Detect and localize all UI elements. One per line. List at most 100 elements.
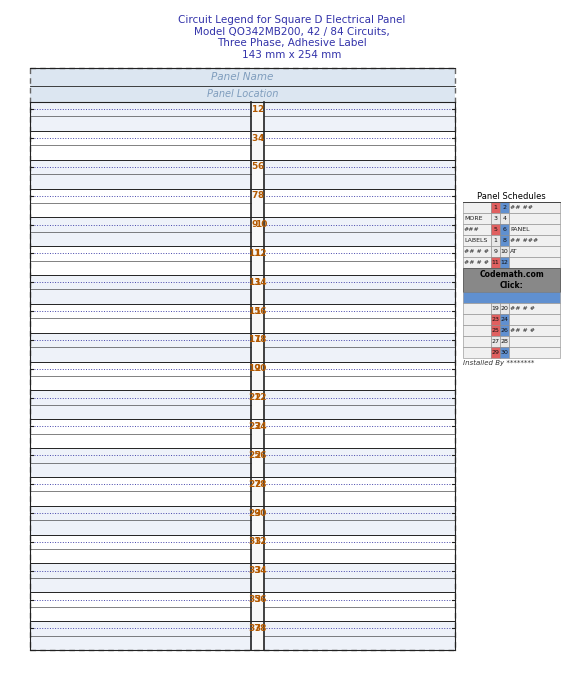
Text: Panel Name: Panel Name	[211, 72, 274, 82]
Bar	[491, 257, 500, 268]
Text: ## # #: ## # #	[510, 306, 535, 311]
Bar	[264, 448, 455, 477]
Bar	[463, 268, 560, 292]
Bar	[30, 275, 251, 304]
Text: 13: 13	[248, 277, 260, 287]
Bar	[257, 420, 264, 448]
Bar	[257, 477, 264, 506]
Bar	[491, 336, 500, 347]
Bar	[509, 235, 560, 246]
Text: Model QO342MB200, 42 / 84 Circuits,: Model QO342MB200, 42 / 84 Circuits,	[194, 27, 390, 37]
Bar	[491, 202, 500, 213]
Text: ## # #: ## # #	[464, 260, 489, 265]
Bar	[30, 564, 251, 592]
Bar	[491, 235, 500, 246]
Bar	[463, 257, 491, 268]
Bar	[264, 506, 455, 534]
Bar	[509, 347, 560, 358]
Bar	[30, 592, 251, 621]
Bar	[30, 477, 251, 506]
Text: 16: 16	[254, 307, 267, 316]
Text: 143 mm x 254 mm: 143 mm x 254 mm	[242, 50, 342, 60]
Bar	[264, 477, 455, 506]
Bar	[264, 534, 455, 564]
Bar	[257, 275, 264, 304]
Bar	[264, 362, 455, 390]
Bar	[463, 235, 491, 246]
Text: 23: 23	[491, 317, 500, 322]
Bar	[251, 304, 257, 333]
Bar	[257, 448, 264, 477]
Bar	[257, 188, 264, 218]
Bar	[500, 246, 509, 257]
Bar	[264, 420, 455, 448]
Bar	[251, 477, 257, 506]
Text: 9: 9	[494, 249, 497, 254]
Bar	[251, 160, 257, 188]
Text: 14: 14	[254, 277, 267, 287]
Text: 38: 38	[254, 624, 267, 633]
Bar	[500, 213, 509, 224]
Text: 25: 25	[491, 328, 500, 333]
Bar	[500, 224, 509, 235]
Bar	[251, 506, 257, 534]
Text: MORE: MORE	[464, 216, 483, 221]
Bar	[500, 235, 509, 246]
Text: 6: 6	[257, 163, 264, 171]
Text: 30: 30	[501, 350, 508, 355]
Bar	[500, 303, 509, 314]
Bar	[251, 621, 257, 650]
Text: Three Phase, Adhesive Label: Three Phase, Adhesive Label	[217, 38, 367, 48]
Text: 20: 20	[501, 306, 508, 311]
Bar	[251, 188, 257, 218]
Bar	[30, 86, 455, 102]
Text: 9: 9	[251, 220, 257, 229]
Bar	[30, 304, 251, 333]
Text: 1: 1	[494, 205, 497, 210]
Bar	[500, 257, 509, 268]
Bar	[264, 275, 455, 304]
Text: 19: 19	[491, 306, 500, 311]
Bar	[30, 131, 251, 160]
Bar	[509, 246, 560, 257]
Text: 2: 2	[503, 205, 507, 210]
Bar	[264, 102, 455, 131]
Text: Codemath.com
Click:: Codemath.com Click:	[479, 271, 544, 290]
Bar	[30, 390, 251, 420]
Text: 18: 18	[254, 335, 267, 345]
Text: ###: ###	[464, 227, 480, 232]
Bar	[264, 564, 455, 592]
Bar	[500, 336, 509, 347]
Text: 37: 37	[248, 624, 260, 633]
Text: 22: 22	[254, 393, 267, 402]
Bar	[509, 213, 560, 224]
Text: ## ###: ## ###	[510, 238, 538, 243]
Bar	[500, 314, 509, 325]
Bar	[264, 188, 455, 218]
Text: 24: 24	[501, 317, 508, 322]
Text: 34: 34	[254, 566, 267, 575]
Text: 19: 19	[248, 364, 260, 373]
Text: AT: AT	[510, 249, 518, 254]
Bar	[463, 303, 491, 314]
Bar	[257, 246, 264, 275]
Bar	[257, 564, 264, 592]
Bar	[257, 534, 264, 564]
Text: 25: 25	[248, 451, 260, 460]
Text: 17: 17	[248, 335, 260, 345]
Bar	[251, 448, 257, 477]
Bar	[251, 102, 257, 131]
Bar	[251, 218, 257, 246]
Text: 23: 23	[248, 422, 260, 431]
Text: 12: 12	[254, 249, 267, 258]
Bar	[30, 506, 251, 534]
Text: ## ##: ## ##	[510, 205, 533, 210]
Bar	[491, 303, 500, 314]
Bar	[30, 448, 251, 477]
Bar	[463, 314, 491, 325]
Bar	[491, 314, 500, 325]
Bar	[257, 218, 264, 246]
Text: ## # #: ## # #	[464, 249, 489, 254]
Text: 24: 24	[254, 422, 267, 431]
Bar	[500, 202, 509, 213]
